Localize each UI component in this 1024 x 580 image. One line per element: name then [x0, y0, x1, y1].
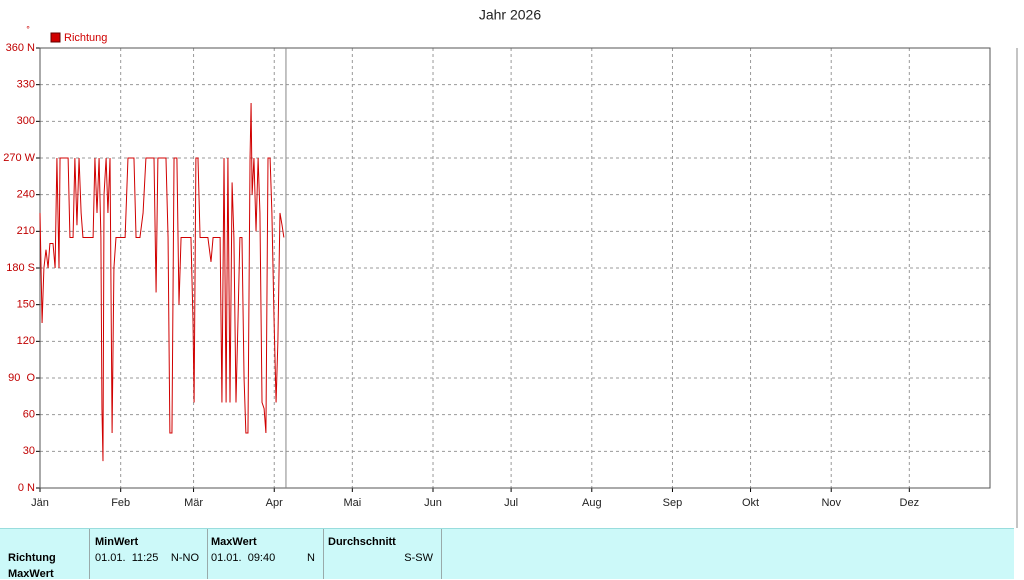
column-header: Durchschnitt: [328, 536, 396, 548]
y-tick-label: 0 N: [18, 482, 35, 494]
y-tick-label: 360 N: [6, 42, 35, 54]
column-header: MinWert: [95, 536, 139, 548]
x-tick-label: Aug: [582, 497, 602, 509]
column-header: MaxWert: [211, 536, 257, 548]
y-tick-label: 60: [23, 409, 35, 421]
y-tick-label: 330: [17, 79, 35, 91]
cell-value: 01.01. 11:25: [95, 552, 159, 564]
x-tick-label: Okt: [742, 497, 759, 509]
x-tick-label: Sep: [663, 497, 683, 509]
summary-table: Richtung MaxWert MinWert 01.01. 11:25 N-NO Ma…: [0, 528, 1014, 580]
y-tick-label: 240: [17, 189, 35, 201]
x-tick-label: Jul: [504, 497, 518, 509]
legend-label: Richtung: [64, 32, 107, 44]
x-tick-label: Nov: [821, 497, 841, 509]
series-line: [39, 102, 285, 462]
x-tick-label: Mär: [184, 497, 203, 509]
y-tick-label: 300: [17, 115, 35, 127]
x-tick-label: Feb: [111, 497, 130, 509]
y-tick-label: 210: [17, 225, 35, 237]
cell-value: 01.01. 09:40: [211, 552, 276, 564]
cell-direction: N: [307, 552, 315, 564]
x-tick-label: Mai: [343, 497, 361, 509]
y-tick-label: 180 S: [6, 262, 35, 274]
y-tick-label: 150: [17, 299, 35, 311]
y-tick-label: 30: [23, 445, 35, 457]
legend-swatch: [50, 32, 61, 43]
row-label: Richtung: [8, 552, 56, 564]
cell-direction: S-SW: [404, 552, 433, 564]
x-tick-label: Dez: [900, 497, 920, 509]
x-tick-label: Jän: [31, 497, 49, 509]
y-tick-label: 270 W: [3, 152, 35, 164]
y-tick-label: 120: [17, 335, 35, 347]
x-tick-label: Jun: [424, 497, 442, 509]
table-column: Durchschnitt S-SW: [323, 529, 442, 579]
x-tick-label: Apr: [266, 497, 283, 509]
chart: Jahr 2026 ° 0 N 30 60 90 O 120 150 180 S 210 240…: [3, 7, 1018, 528]
chart-title: Jahr 2026: [479, 7, 541, 23]
y-tick-label: 90 O: [8, 372, 35, 384]
cell-direction: N-NO: [170, 552, 199, 564]
y-unit: °: [26, 24, 30, 34]
plot-frame: [39, 47, 991, 489]
table-column: MinWert 01.01. 11:25 N-NO: [89, 529, 208, 579]
row-label: MaxWert: [8, 568, 54, 580]
table-column: MaxWert 01.01. 09:40 N: [206, 529, 324, 579]
